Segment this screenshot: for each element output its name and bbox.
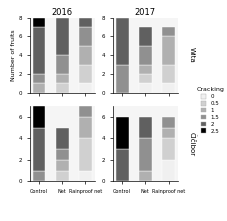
Bar bbox=[161, 128, 174, 138]
Bar bbox=[56, 74, 68, 83]
Bar bbox=[161, 138, 174, 160]
Bar bbox=[115, 18, 128, 65]
Bar bbox=[32, 128, 45, 171]
Bar bbox=[161, 160, 174, 181]
Bar bbox=[115, 149, 128, 181]
Y-axis label: Čičibor: Čičibor bbox=[188, 132, 195, 156]
Bar bbox=[79, 171, 91, 181]
Bar bbox=[56, 149, 68, 160]
Bar bbox=[79, 83, 91, 93]
Bar bbox=[138, 27, 151, 46]
Bar bbox=[138, 65, 151, 74]
Bar bbox=[79, 106, 91, 117]
Bar bbox=[161, 27, 174, 36]
Bar bbox=[138, 83, 151, 93]
Bar bbox=[115, 117, 128, 149]
Bar bbox=[79, 117, 91, 138]
Title: 2016: 2016 bbox=[51, 8, 72, 17]
Bar bbox=[161, 117, 174, 128]
Bar bbox=[56, 171, 68, 181]
Bar bbox=[79, 46, 91, 65]
Bar bbox=[32, 18, 45, 27]
Bar bbox=[79, 27, 91, 46]
Bar bbox=[138, 74, 151, 83]
Bar bbox=[79, 18, 91, 27]
Bar bbox=[32, 106, 45, 128]
Y-axis label: Number of fruits: Number of fruits bbox=[11, 29, 16, 81]
Bar bbox=[56, 55, 68, 74]
Legend: 0, 0.5, 1, 1.5, 2, 2.5: 0, 0.5, 1, 1.5, 2, 2.5 bbox=[193, 85, 225, 136]
Bar bbox=[138, 46, 151, 65]
Bar bbox=[32, 27, 45, 74]
Title: 2017: 2017 bbox=[134, 8, 155, 17]
Bar bbox=[56, 18, 68, 55]
Y-axis label: Wita: Wita bbox=[188, 47, 194, 63]
Bar bbox=[115, 65, 128, 93]
Bar bbox=[56, 83, 68, 93]
Bar bbox=[79, 65, 91, 83]
Bar bbox=[161, 65, 174, 83]
Bar bbox=[56, 128, 68, 149]
Bar bbox=[79, 138, 91, 171]
Bar bbox=[161, 36, 174, 65]
Bar bbox=[32, 83, 45, 93]
Bar bbox=[32, 171, 45, 181]
Bar bbox=[138, 117, 151, 138]
Bar bbox=[138, 171, 151, 181]
Bar bbox=[161, 83, 174, 93]
Bar bbox=[32, 74, 45, 83]
Bar bbox=[138, 138, 151, 171]
Bar bbox=[56, 160, 68, 171]
